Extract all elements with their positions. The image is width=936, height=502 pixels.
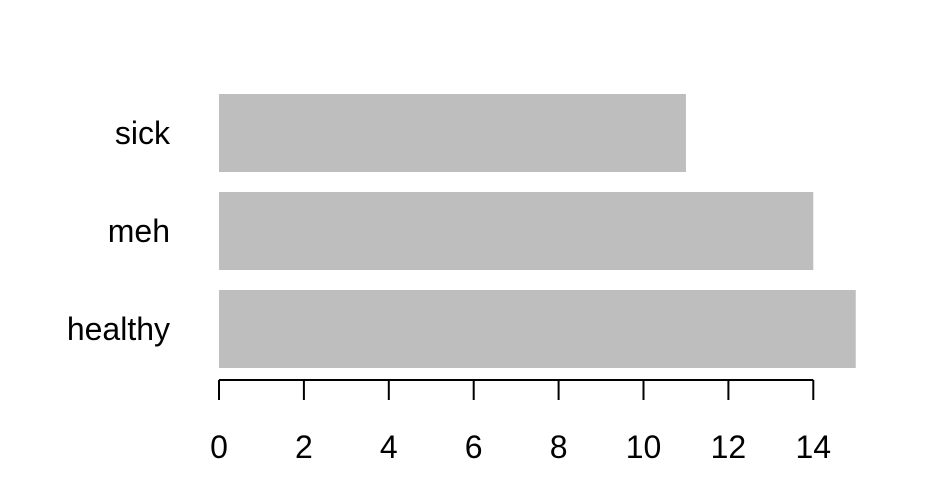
bar-meh xyxy=(219,192,814,270)
bar-healthy xyxy=(219,290,856,368)
x-tick-label-2: 2 xyxy=(295,429,313,465)
x-tick-label-4: 4 xyxy=(380,429,398,465)
category-label-healthy: healthy xyxy=(67,311,170,347)
x-axis: 0 2 4 6 8 10 12 14 xyxy=(210,379,832,465)
x-tick-label-6: 6 xyxy=(465,429,483,465)
x-tick-label-12: 12 xyxy=(711,429,747,465)
category-label-meh: meh xyxy=(108,213,170,249)
bars xyxy=(219,94,856,368)
bar-sick xyxy=(219,94,686,172)
x-tick-label-14: 14 xyxy=(796,429,832,465)
category-labels: sick meh healthy xyxy=(67,115,171,347)
category-label-sick: sick xyxy=(115,115,171,151)
x-tick-label-0: 0 xyxy=(210,429,228,465)
x-tick-label-10: 10 xyxy=(626,429,662,465)
x-tick-label-8: 8 xyxy=(550,429,568,465)
